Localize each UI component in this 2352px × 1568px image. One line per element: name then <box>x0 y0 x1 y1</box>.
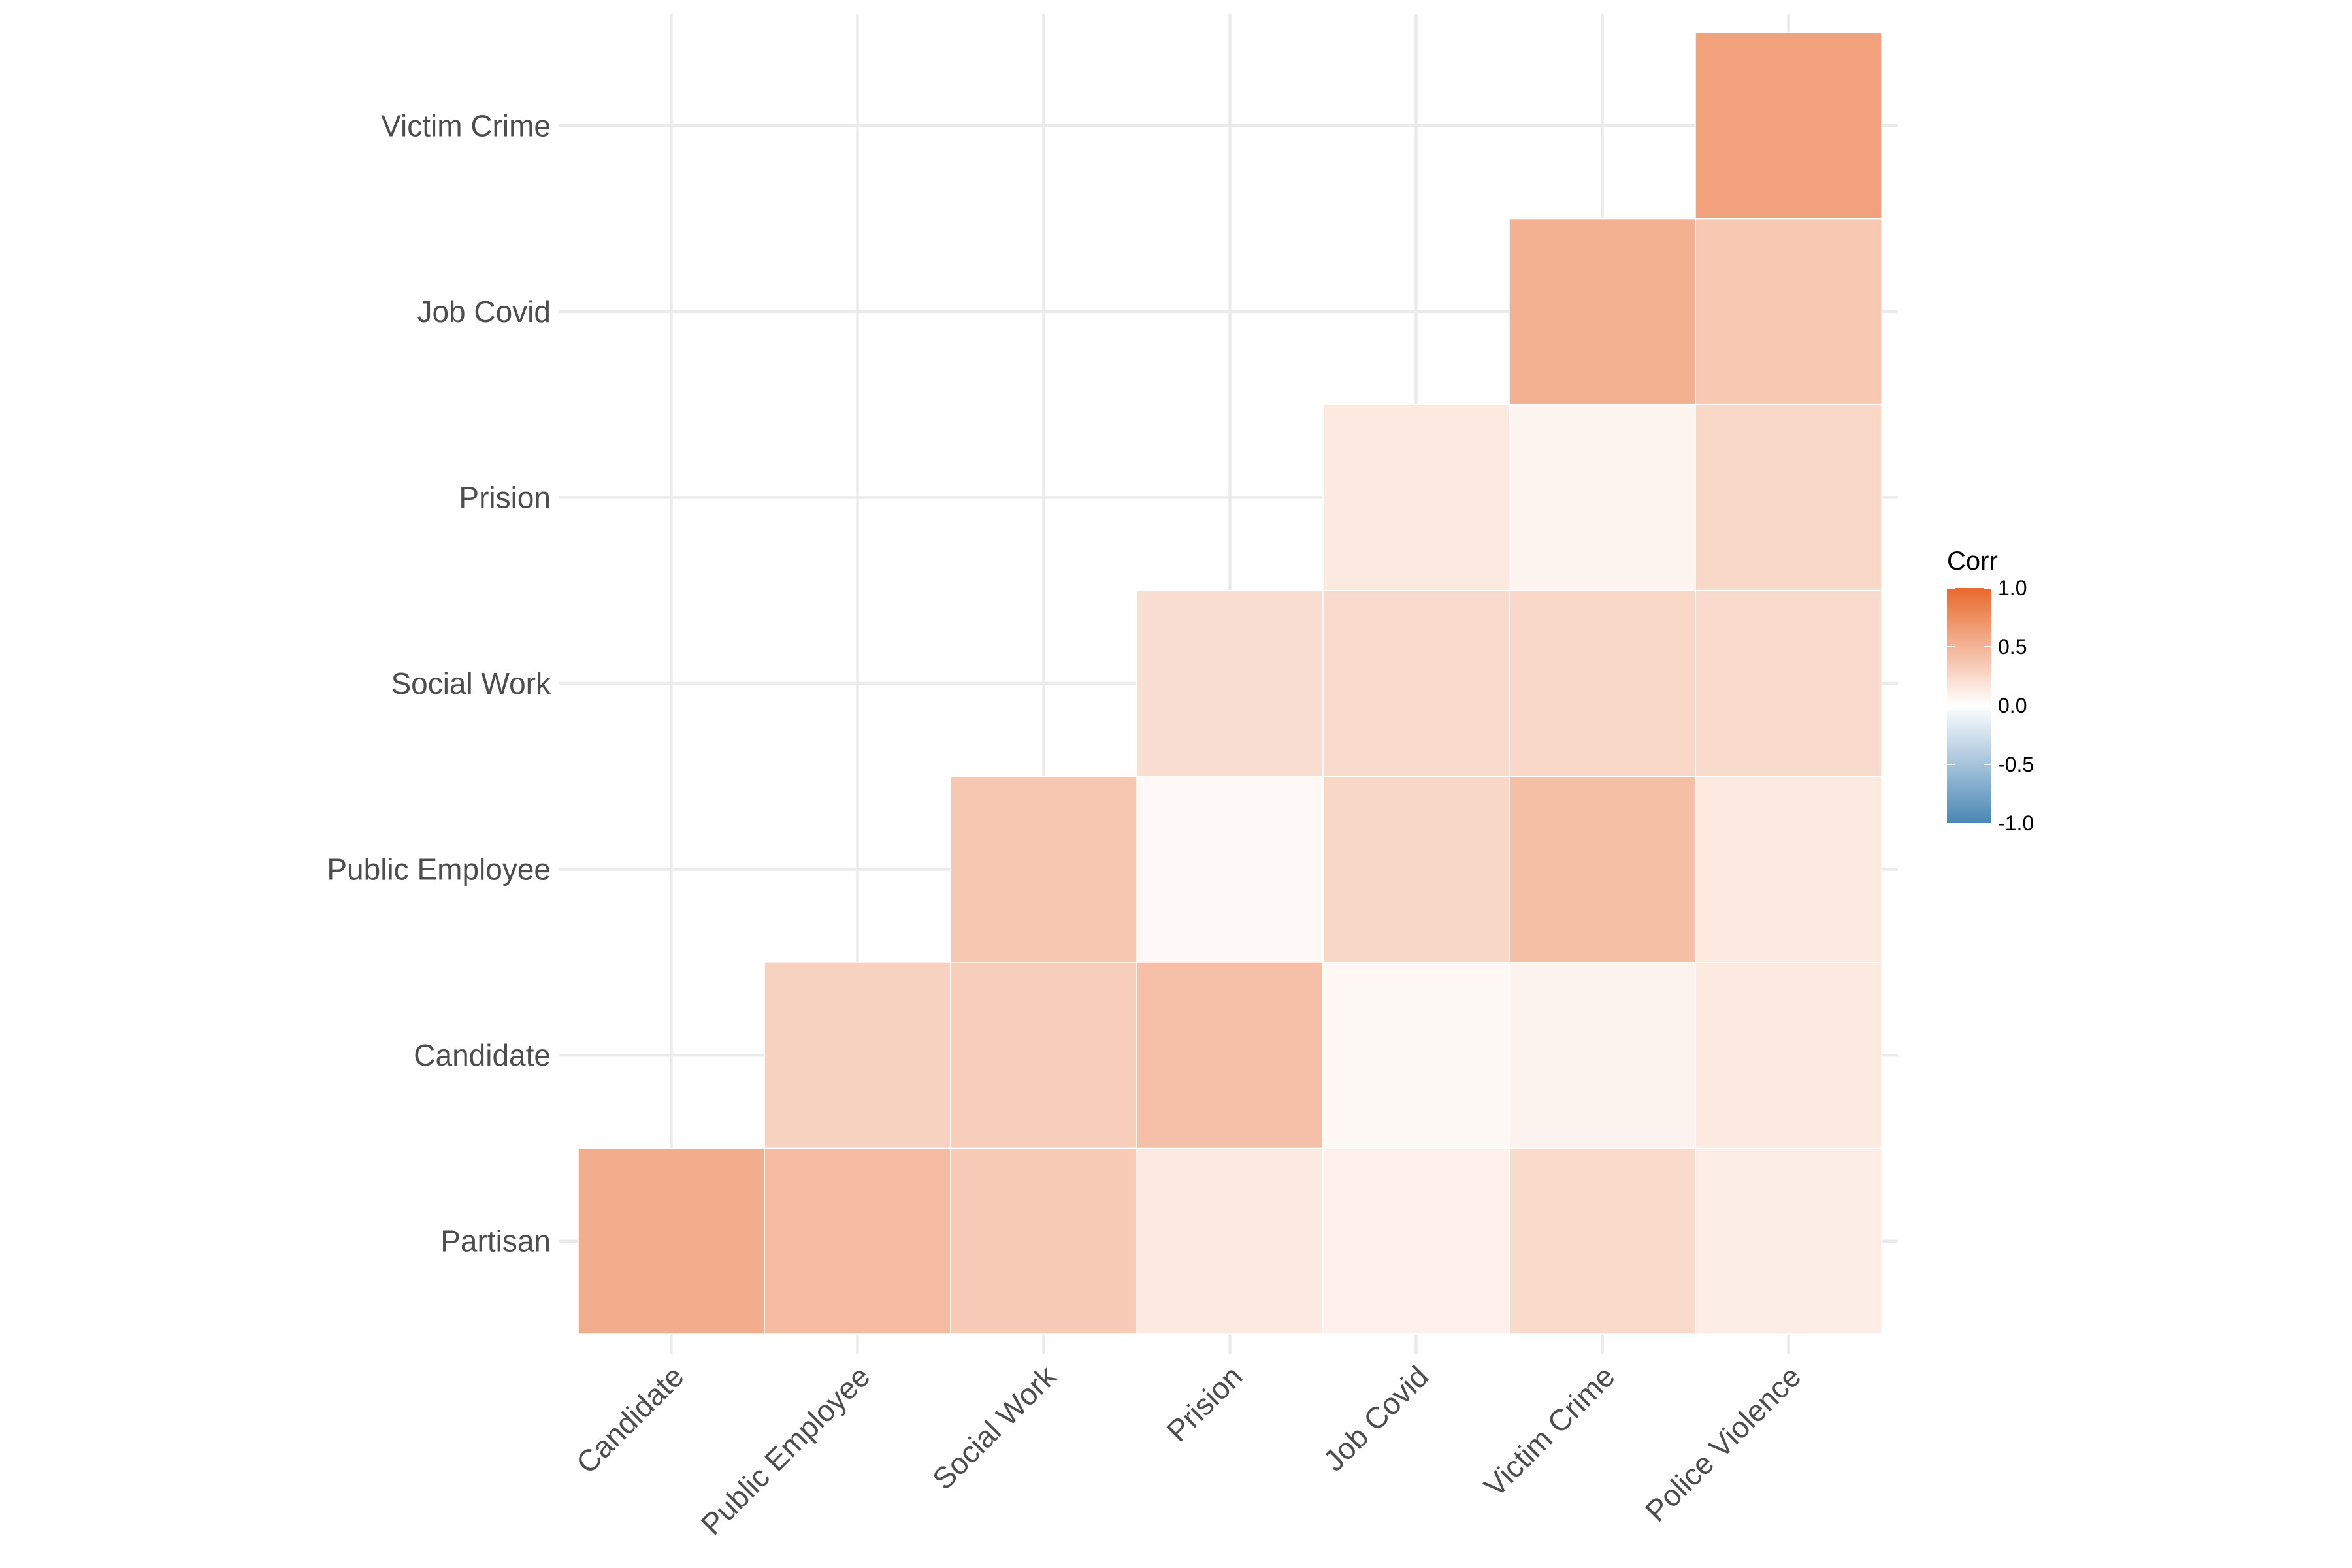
heatmap-cell <box>1695 32 1882 220</box>
x-tick-label: Victim Crime <box>1477 1359 1621 1503</box>
y-tick-label: Prision <box>459 480 551 514</box>
heatmap-cell <box>1136 962 1324 1149</box>
legend-title: Corr <box>1947 547 1998 576</box>
x-tick-label: Public Employee <box>694 1359 877 1541</box>
heatmap-cell <box>1322 962 1510 1149</box>
heatmap-cell <box>578 1147 765 1335</box>
heatmap-cell <box>1322 404 1510 591</box>
heatmap-cell <box>950 1147 1137 1335</box>
heatmap-cell <box>1695 218 1882 405</box>
heatmap-cell <box>1695 589 1882 777</box>
heatmap-cell <box>1136 776 1324 963</box>
legend-tick-label: 1.0 <box>1998 576 2027 600</box>
y-axis-ticks: Partisan Candidate Public Employee Social W… <box>327 108 551 1258</box>
heatmap-cell <box>1695 1147 1882 1335</box>
heatmap-cell <box>1695 404 1882 591</box>
legend-ticks: 1.0 0.5 0.0 -0.5 -1.0 <box>1947 576 2034 835</box>
y-tick-label: Social Work <box>391 666 551 700</box>
legend-tick-label: -1.0 <box>1998 811 2034 835</box>
heatmap-cell <box>1509 1147 1696 1335</box>
legend-tick-label: 0.0 <box>1998 694 2027 717</box>
y-tick-label: Job Covid <box>417 295 551 329</box>
x-tick-label: Prision <box>1160 1359 1249 1448</box>
heatmap-cell <box>1509 589 1696 777</box>
x-tick-label: Candidate <box>570 1359 691 1480</box>
legend-tick-label: -0.5 <box>1998 753 2034 776</box>
y-tick-label: Candidate <box>414 1038 551 1072</box>
heatmap-cell <box>1509 776 1696 963</box>
heatmap-cell <box>1322 776 1510 963</box>
heatmap-cell <box>1322 1147 1510 1335</box>
x-tick-label: Social Work <box>926 1359 1063 1496</box>
heatmap-cell <box>1695 776 1882 963</box>
y-tick-label: Public Employee <box>327 853 551 887</box>
x-axis-ticks: Candidate Public Employee Social Work Prisi… <box>570 1359 1808 1542</box>
y-tick-label: Partisan <box>440 1224 551 1258</box>
heatmap-cell <box>764 1147 951 1335</box>
heatmap-cell <box>950 776 1137 963</box>
y-tick-label: Victim Crime <box>381 108 551 142</box>
cell-layer <box>578 32 1882 1335</box>
heatmap-cell <box>764 962 951 1149</box>
heatmap-cell <box>1509 218 1696 405</box>
heatmap-cell <box>1136 1147 1324 1335</box>
heatmap-cell <box>1695 962 1882 1149</box>
x-tick-label: Police Violence <box>1639 1359 1808 1528</box>
heatmap-cell <box>1322 589 1510 777</box>
heatmap-cell <box>950 962 1137 1149</box>
legend: Corr 1.0 0.5 0.0 -0.5 -1.0 <box>1947 547 2034 835</box>
x-tick-label: Job Covid <box>1316 1359 1435 1477</box>
heatmap-cell <box>1136 589 1324 777</box>
legend-tick-label: 0.5 <box>1998 635 2027 659</box>
heatmap-cell <box>1509 962 1696 1149</box>
heatmap-cell <box>1509 404 1696 591</box>
